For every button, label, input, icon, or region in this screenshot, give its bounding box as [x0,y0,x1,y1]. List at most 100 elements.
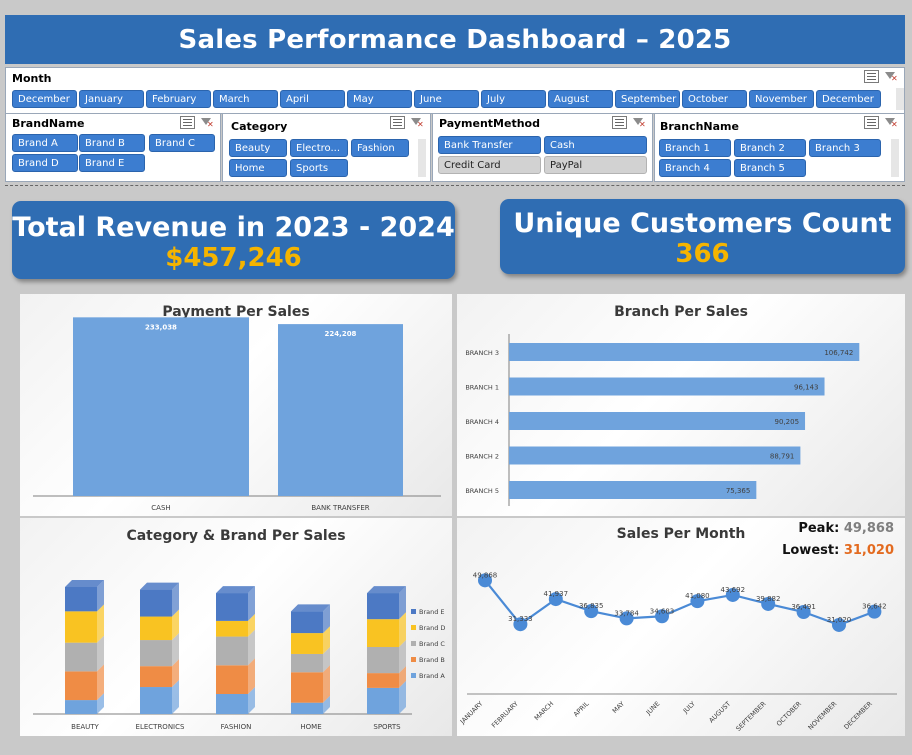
unique-customers-label: Unique Customers Count [513,208,892,239]
month-point-january [478,573,492,588]
category-brand-chart: BEAUTY ELECTRONICS FASHION HOME SPORTS Brand … [33,579,445,731]
legend-swatch-brand-c [411,641,416,646]
month-button-november[interactable]: November [749,90,814,108]
branch-bar-branch-1 [509,377,825,396]
brand-button-brand-d[interactable]: Brand D [12,154,78,172]
month-point-label: 36,642 [862,603,887,611]
category-brand-chart-panel: Category & Brand Per Sales BEAUTY ELECTRO… [20,518,452,736]
legend-swatch-brand-a [411,673,416,678]
month-button-july[interactable]: July [481,90,546,108]
payment-button-cash[interactable]: Cash [544,136,647,154]
branch-bar-label: 96,143 [794,384,819,392]
month-button-december-prev[interactable]: December [12,90,77,108]
month-button-april[interactable]: April [280,90,345,108]
category-segment-side [172,633,179,667]
month-button-may[interactable]: May [347,90,412,108]
month-point-label: 39,882 [756,595,781,603]
multi-select-icon[interactable] [390,116,405,129]
clear-filter-icon[interactable] [884,70,898,84]
category-segment-side [248,658,255,694]
payment-button-bank-transfer[interactable]: Bank Transfer [438,136,541,154]
payment-bar-label: 233,038 [145,323,177,331]
branch-button-branch-2[interactable]: Branch 2 [734,139,806,157]
month-slicer-scrollbar[interactable] [896,88,904,110]
month-point-november [832,617,846,632]
clear-filter-icon[interactable] [410,116,424,130]
clear-filter-icon[interactable] [200,116,214,130]
clear-filter-icon[interactable] [632,116,646,130]
category-segment-fashion-brand-e [216,593,248,621]
month-x-tick: JULY [681,700,697,716]
brand-button-brand-c[interactable]: Brand C [149,134,215,152]
multi-select-icon[interactable] [864,70,879,83]
brand-button-brand-a[interactable]: Brand A [12,134,78,152]
category-slicer-scrollbar[interactable] [418,139,426,177]
category-segment-side [323,695,330,714]
month-x-tick: DECEMBER [842,699,874,731]
month-x-tick: MARCH [533,700,555,722]
month-slicer-tools [864,70,898,84]
payment-bar-label: 224,208 [325,330,357,338]
total-revenue-label: Total Revenue in 2023 - 2024 [12,212,455,243]
branch-bar-branch-3 [509,343,860,361]
month-x-tick: JUNE [644,700,661,717]
multi-select-icon[interactable] [180,116,195,129]
branch-button-branch-3[interactable]: Branch 3 [809,139,881,157]
branch-slicer-scrollbar[interactable] [891,139,899,177]
multi-select-icon[interactable] [612,116,627,129]
month-x-tick: OCTOBER [775,699,804,728]
legend-label-brand-c: Brand C [419,640,445,648]
clear-filter-icon[interactable] [884,116,898,130]
month-point-march [548,592,563,607]
category-segment-electronics-brand-b [140,666,172,688]
branch-button-branch-5[interactable]: Branch 5 [734,159,806,177]
month-button-september[interactable]: September [615,90,680,108]
multi-select-icon[interactable] [864,116,879,129]
month-point-may [619,611,634,626]
category-button-beauty[interactable]: Beauty [229,139,287,157]
brand-button-brand-e[interactable]: Brand E [79,154,145,172]
category-button-home[interactable]: Home [229,159,287,177]
payment-chart: 233,038 CASH 224,208 BANK TRANSFER [33,317,441,512]
category-column-top [367,586,406,594]
category-segment-side [97,693,104,714]
category-segment-beauty-brand-c [65,642,97,672]
branch-bar-branch-4 [509,412,806,430]
month-x-tick: MAY [611,700,626,715]
branch-button-branch-4[interactable]: Branch 4 [659,159,731,177]
legend-label-brand-d: Brand D [419,624,445,632]
category-segment-beauty-brand-e [65,586,97,612]
month-button-august[interactable]: August [548,90,613,108]
month-point-label: 31,020 [827,616,852,624]
category-button-electro[interactable]: Electro... [290,139,348,157]
category-segment-side [172,609,179,641]
category-x-tick: BEAUTY [71,723,99,731]
category-segment-side [323,646,330,673]
month-x-tick: JANUARY [458,700,484,726]
branch-chart-panel: Branch Per Sales 106,742 BRANCH 3 96,143 BR… [457,294,905,516]
category-segment-side [97,664,104,701]
payment-chart-panel: Payment Per Sales 233,038 CASH 224,208 BANK… [20,294,452,516]
branch-button-branch-1[interactable]: Branch 1 [659,139,731,157]
month-button-december[interactable]: December [816,90,881,108]
category-segment-home-brand-b [291,672,323,703]
month-button-january[interactable]: January [79,90,144,108]
month-button-february[interactable]: February [146,90,211,108]
branch-bar-branch-5 [509,481,757,499]
payment-button-paypal[interactable]: PayPal [544,156,647,174]
month-x-tick: NOVEMBER [807,699,839,731]
category-button-fashion[interactable]: Fashion [351,139,409,157]
brand-button-brand-b[interactable]: Brand B [79,134,145,152]
category-segment-electronics-brand-e [140,589,172,617]
month-button-march[interactable]: March [213,90,278,108]
category-column-top [216,586,255,594]
month-button-october[interactable]: October [682,90,747,108]
legend-swatch-brand-b [411,657,416,662]
branch-y-tick: BRANCH 4 [465,418,499,426]
category-segment-beauty-brand-a [65,700,97,714]
payment-button-credit-card[interactable]: Credit Card [438,156,541,174]
category-button-sports[interactable]: Sports [290,159,348,177]
category-segment-electronics-brand-c [140,640,172,667]
month-button-june[interactable]: June [414,90,479,108]
month-point-december [867,604,882,619]
